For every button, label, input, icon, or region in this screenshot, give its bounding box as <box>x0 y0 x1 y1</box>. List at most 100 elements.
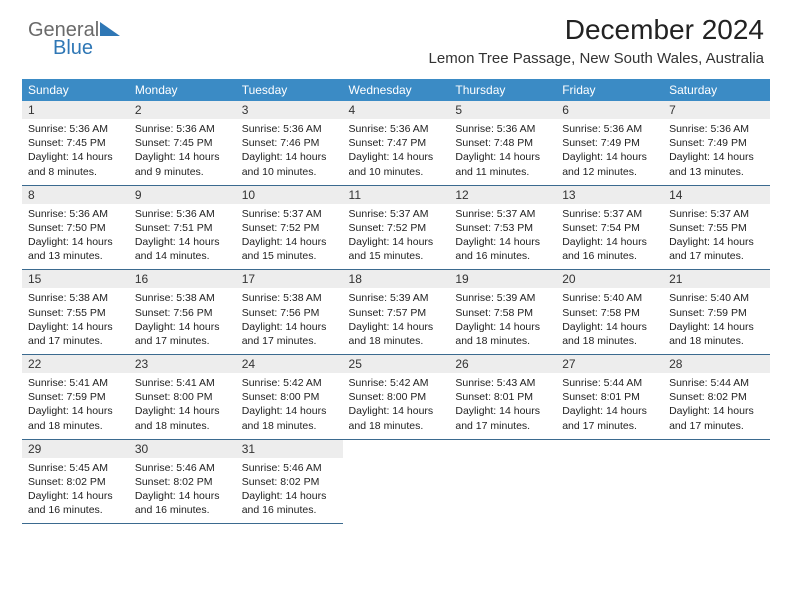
day-header-cell: Thursday <box>449 79 556 101</box>
day-body: Sunrise: 5:43 AMSunset: 8:01 PMDaylight:… <box>449 373 556 439</box>
day-cell: 8Sunrise: 5:36 AMSunset: 7:50 PMDaylight… <box>22 185 129 270</box>
day-body: Sunrise: 5:44 AMSunset: 8:02 PMDaylight:… <box>663 373 770 439</box>
sunset-line: Sunset: 7:52 PM <box>349 221 444 235</box>
day-number: 25 <box>343 355 450 373</box>
calendar-week-row: 22Sunrise: 5:41 AMSunset: 7:59 PMDayligh… <box>22 355 770 440</box>
day-cell: 1Sunrise: 5:36 AMSunset: 7:45 PMDaylight… <box>22 101 129 185</box>
empty-cell <box>556 439 663 524</box>
day-body: Sunrise: 5:37 AMSunset: 7:53 PMDaylight:… <box>449 204 556 270</box>
day-cell: 6Sunrise: 5:36 AMSunset: 7:49 PMDaylight… <box>556 101 663 185</box>
day-body: Sunrise: 5:46 AMSunset: 8:02 PMDaylight:… <box>129 458 236 524</box>
daylight-line: Daylight: 14 hours and 16 minutes. <box>28 489 123 517</box>
sunset-line: Sunset: 7:48 PM <box>455 136 550 150</box>
sunset-line: Sunset: 7:45 PM <box>135 136 230 150</box>
day-number: 19 <box>449 270 556 288</box>
day-header-row: SundayMondayTuesdayWednesdayThursdayFrid… <box>22 79 770 101</box>
day-header-cell: Sunday <box>22 79 129 101</box>
month-title: December 2024 <box>429 14 764 46</box>
sunrise-line: Sunrise: 5:36 AM <box>135 207 230 221</box>
day-cell: 26Sunrise: 5:43 AMSunset: 8:01 PMDayligh… <box>449 355 556 440</box>
empty-cell <box>663 439 770 524</box>
day-body: Sunrise: 5:44 AMSunset: 8:01 PMDaylight:… <box>556 373 663 439</box>
day-number: 29 <box>22 440 129 458</box>
day-number: 13 <box>556 186 663 204</box>
day-header-cell: Friday <box>556 79 663 101</box>
day-cell: 31Sunrise: 5:46 AMSunset: 8:02 PMDayligh… <box>236 439 343 524</box>
day-cell: 20Sunrise: 5:40 AMSunset: 7:58 PMDayligh… <box>556 270 663 355</box>
daylight-line: Daylight: 14 hours and 10 minutes. <box>242 150 337 178</box>
sunrise-line: Sunrise: 5:36 AM <box>242 122 337 136</box>
sunrise-line: Sunrise: 5:39 AM <box>349 291 444 305</box>
sunrise-line: Sunrise: 5:36 AM <box>135 122 230 136</box>
daylight-line: Daylight: 14 hours and 11 minutes. <box>455 150 550 178</box>
daylight-line: Daylight: 14 hours and 18 minutes. <box>135 404 230 432</box>
day-number: 21 <box>663 270 770 288</box>
logo: General Blue <box>28 18 138 58</box>
empty-cell <box>343 439 450 524</box>
sunset-line: Sunset: 8:00 PM <box>242 390 337 404</box>
day-body: Sunrise: 5:39 AMSunset: 7:58 PMDaylight:… <box>449 288 556 354</box>
day-body: Sunrise: 5:38 AMSunset: 7:56 PMDaylight:… <box>236 288 343 354</box>
daylight-line: Daylight: 14 hours and 17 minutes. <box>135 320 230 348</box>
sunrise-line: Sunrise: 5:36 AM <box>562 122 657 136</box>
sunset-line: Sunset: 7:58 PM <box>562 306 657 320</box>
day-header-cell: Tuesday <box>236 79 343 101</box>
sunrise-line: Sunrise: 5:44 AM <box>562 376 657 390</box>
sunrise-line: Sunrise: 5:37 AM <box>562 207 657 221</box>
day-number: 26 <box>449 355 556 373</box>
day-number: 11 <box>343 186 450 204</box>
sunrise-line: Sunrise: 5:36 AM <box>455 122 550 136</box>
day-cell: 10Sunrise: 5:37 AMSunset: 7:52 PMDayligh… <box>236 185 343 270</box>
sunrise-line: Sunrise: 5:44 AM <box>669 376 764 390</box>
day-number: 9 <box>129 186 236 204</box>
location-text: Lemon Tree Passage, New South Wales, Aus… <box>429 50 764 67</box>
day-number: 16 <box>129 270 236 288</box>
day-cell: 23Sunrise: 5:41 AMSunset: 8:00 PMDayligh… <box>129 355 236 440</box>
sunset-line: Sunset: 8:01 PM <box>562 390 657 404</box>
day-body: Sunrise: 5:40 AMSunset: 7:58 PMDaylight:… <box>556 288 663 354</box>
sunset-line: Sunset: 7:49 PM <box>669 136 764 150</box>
day-number: 2 <box>129 101 236 119</box>
day-number: 8 <box>22 186 129 204</box>
day-number: 6 <box>556 101 663 119</box>
sunset-line: Sunset: 7:59 PM <box>669 306 764 320</box>
sunset-line: Sunset: 8:02 PM <box>669 390 764 404</box>
day-number: 15 <box>22 270 129 288</box>
day-cell: 4Sunrise: 5:36 AMSunset: 7:47 PMDaylight… <box>343 101 450 185</box>
daylight-line: Daylight: 14 hours and 16 minutes. <box>242 489 337 517</box>
day-number: 1 <box>22 101 129 119</box>
calendar-week-row: 15Sunrise: 5:38 AMSunset: 7:55 PMDayligh… <box>22 270 770 355</box>
day-body: Sunrise: 5:37 AMSunset: 7:52 PMDaylight:… <box>343 204 450 270</box>
daylight-line: Daylight: 14 hours and 17 minutes. <box>669 404 764 432</box>
day-number: 23 <box>129 355 236 373</box>
day-cell: 7Sunrise: 5:36 AMSunset: 7:49 PMDaylight… <box>663 101 770 185</box>
daylight-line: Daylight: 14 hours and 18 minutes. <box>562 320 657 348</box>
sunrise-line: Sunrise: 5:41 AM <box>135 376 230 390</box>
sunrise-line: Sunrise: 5:36 AM <box>669 122 764 136</box>
day-body: Sunrise: 5:46 AMSunset: 8:02 PMDaylight:… <box>236 458 343 524</box>
sunset-line: Sunset: 8:02 PM <box>28 475 123 489</box>
day-body: Sunrise: 5:36 AMSunset: 7:45 PMDaylight:… <box>22 119 129 185</box>
sunrise-line: Sunrise: 5:37 AM <box>455 207 550 221</box>
day-cell: 13Sunrise: 5:37 AMSunset: 7:54 PMDayligh… <box>556 185 663 270</box>
day-body: Sunrise: 5:41 AMSunset: 7:59 PMDaylight:… <box>22 373 129 439</box>
sunrise-line: Sunrise: 5:43 AM <box>455 376 550 390</box>
day-header-cell: Monday <box>129 79 236 101</box>
day-number: 28 <box>663 355 770 373</box>
day-header-cell: Wednesday <box>343 79 450 101</box>
sunset-line: Sunset: 7:54 PM <box>562 221 657 235</box>
sunrise-line: Sunrise: 5:46 AM <box>135 461 230 475</box>
header: General Blue December 2024 Lemon Tree Pa… <box>0 0 792 71</box>
daylight-line: Daylight: 14 hours and 13 minutes. <box>28 235 123 263</box>
calendar-week-row: 1Sunrise: 5:36 AMSunset: 7:45 PMDaylight… <box>22 101 770 185</box>
daylight-line: Daylight: 14 hours and 17 minutes. <box>562 404 657 432</box>
day-body: Sunrise: 5:36 AMSunset: 7:51 PMDaylight:… <box>129 204 236 270</box>
sunset-line: Sunset: 7:51 PM <box>135 221 230 235</box>
daylight-line: Daylight: 14 hours and 17 minutes. <box>242 320 337 348</box>
sunset-line: Sunset: 7:46 PM <box>242 136 337 150</box>
sunrise-line: Sunrise: 5:38 AM <box>28 291 123 305</box>
day-body: Sunrise: 5:41 AMSunset: 8:00 PMDaylight:… <box>129 373 236 439</box>
sunset-line: Sunset: 8:02 PM <box>242 475 337 489</box>
day-cell: 14Sunrise: 5:37 AMSunset: 7:55 PMDayligh… <box>663 185 770 270</box>
day-number: 7 <box>663 101 770 119</box>
